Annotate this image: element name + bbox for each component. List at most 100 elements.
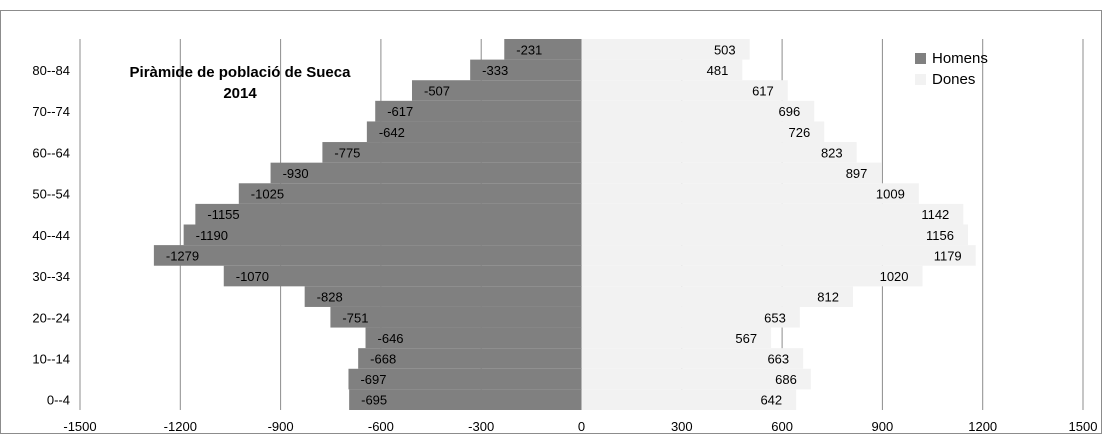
bar-homens: [470, 59, 582, 81]
y-axis-ticks: 0--4 10--14 20--24 30--34 40--44 50--54 60--64…: [32, 63, 70, 408]
data-label: 663: [767, 351, 789, 366]
data-label: -751: [342, 310, 368, 325]
x-tick-label: -1500: [63, 419, 96, 434]
data-label: 823: [821, 145, 843, 160]
bar-dones: [581, 100, 815, 122]
legend-label-homens: Homens: [932, 50, 988, 67]
bar-homens: [238, 183, 582, 204]
bar-homens: [504, 39, 582, 60]
data-label: -646: [378, 331, 404, 346]
bar-homens: [304, 286, 582, 307]
data-label: 897: [846, 166, 868, 181]
x-tick-label: 0: [578, 419, 585, 434]
data-label: 726: [789, 125, 811, 140]
bar-dones: [581, 245, 976, 266]
data-label: 642: [760, 393, 782, 408]
y-tick-label: 20--24: [32, 310, 70, 325]
data-label: -333: [482, 63, 508, 78]
bar-homens: [195, 203, 582, 225]
y-tick-label: 80--84: [32, 63, 70, 78]
data-label: 1009: [876, 187, 905, 202]
x-tick-label: 900: [872, 419, 894, 434]
data-label: 653: [764, 310, 786, 325]
data-label: -930: [283, 166, 309, 181]
bar-homens: [348, 368, 582, 390]
bar-dones: [581, 265, 923, 287]
y-tick-label: 10--14: [32, 351, 70, 366]
bar-homens: [223, 265, 582, 287]
legend-item-homens: Homens: [915, 48, 988, 69]
data-label: -775: [334, 145, 360, 160]
value-labels: -695 -697 -668 -646 -751 -828 -1070 -1279 -1190 -…: [166, 42, 962, 407]
data-label: 1179: [934, 248, 962, 263]
data-label: -617: [387, 104, 413, 119]
x-tick-label: -600: [368, 419, 394, 434]
data-label: 567: [735, 331, 757, 346]
bar-dones: [581, 162, 882, 184]
chart-title: Piràmide de població de Sueca 2014: [85, 62, 395, 104]
bar-dones: [581, 59, 743, 81]
data-label: -695: [361, 393, 387, 408]
chart-title-line-1: Piràmide de població de Sueca: [129, 64, 351, 81]
data-label: 1020: [880, 269, 909, 284]
bar-dones: [581, 368, 811, 390]
data-label: 481: [707, 63, 729, 78]
bar-dones: [581, 389, 797, 410]
bar-dones: [581, 348, 804, 369]
y-tick-label: 40--44: [32, 228, 70, 243]
bar-homens: [183, 224, 582, 246]
legend-label-dones: Dones: [932, 71, 976, 88]
data-label: -1279: [166, 248, 199, 263]
legend-item-dones: Dones: [915, 69, 988, 90]
bar-homens: [153, 245, 582, 266]
x-tick-label: -300: [468, 419, 494, 434]
bar-homens: [358, 348, 582, 369]
x-axis-ticks: -1500 -1200 -900 -600 -300 0 300 600 900 1200 1500: [63, 419, 1097, 434]
x-tick-label: -1200: [164, 419, 197, 434]
bar-homens: [365, 327, 582, 349]
bar-homens: [270, 162, 582, 184]
data-label: -828: [317, 290, 343, 305]
bars: [153, 39, 976, 410]
data-label: 812: [817, 290, 839, 305]
data-label: -1155: [207, 207, 239, 222]
bar-homens: [322, 142, 582, 163]
bar-homens: [366, 121, 582, 143]
data-label: -697: [360, 372, 386, 387]
bar-dones: [581, 121, 825, 143]
bar-dones: [581, 39, 750, 60]
bar-dones: [581, 286, 853, 307]
data-label: 1142: [921, 207, 949, 222]
legend-swatch-dones: [915, 74, 926, 85]
y-tick-label: 0--4: [47, 393, 70, 408]
bar-homens: [330, 306, 582, 328]
data-label: 1156: [926, 228, 954, 243]
x-tick-label: 1500: [1069, 419, 1098, 434]
bar-dones: [581, 183, 919, 204]
x-tick-label: 300: [671, 419, 693, 434]
chart-title-line-2: 2014: [223, 85, 257, 102]
y-tick-label: 60--64: [32, 145, 70, 160]
bar-dones: [581, 327, 772, 349]
data-label: -642: [379, 125, 405, 140]
bar-dones: [581, 224, 968, 246]
bar-homens: [411, 80, 582, 101]
data-label: -507: [424, 84, 450, 99]
legend: Homens Dones: [915, 48, 988, 90]
bar-dones: [581, 203, 964, 225]
bar-homens: [375, 100, 582, 122]
bar-dones: [581, 142, 857, 163]
data-label: 686: [775, 372, 797, 387]
x-tick-label: 1200: [968, 419, 997, 434]
bar-homens: [349, 389, 582, 410]
y-tick-label: 50--54: [32, 187, 70, 202]
data-label: -668: [370, 351, 396, 366]
y-tick-label: 70--74: [32, 104, 70, 119]
y-tick-label: 30--34: [32, 269, 70, 284]
data-label: 696: [778, 104, 800, 119]
bar-dones: [581, 306, 800, 328]
data-label: -231: [516, 42, 542, 57]
data-label: 617: [752, 84, 774, 99]
x-tick-label: 600: [771, 419, 793, 434]
bar-dones: [581, 80, 788, 101]
